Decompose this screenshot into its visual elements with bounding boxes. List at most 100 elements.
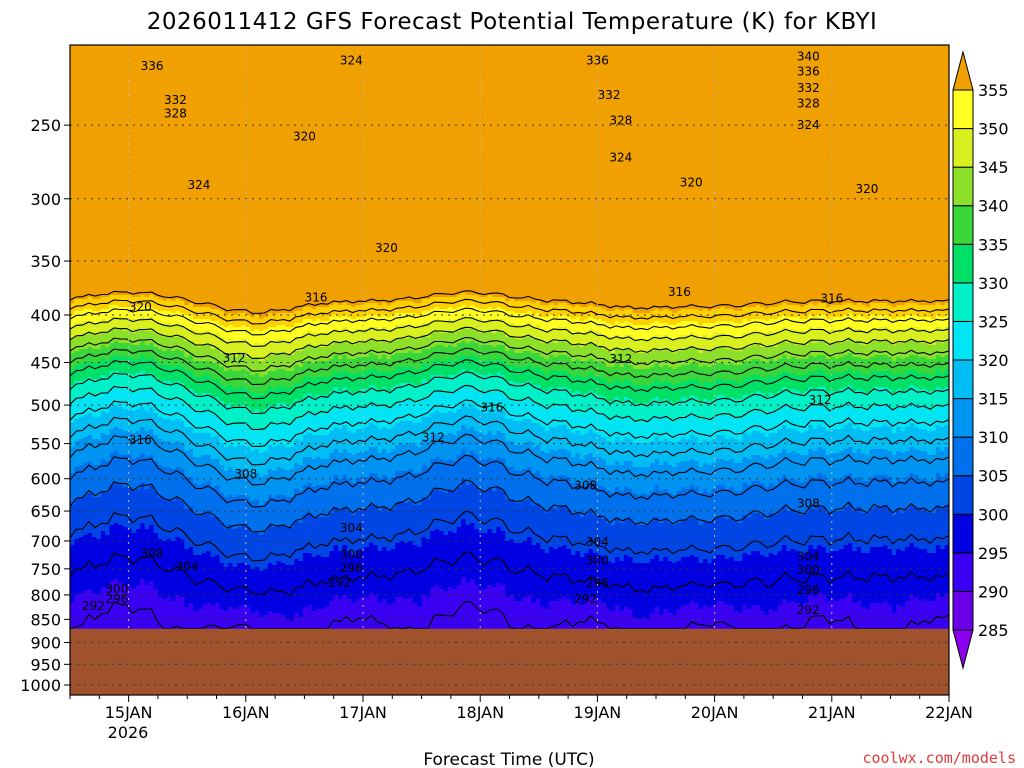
fill-cell <box>825 345 831 360</box>
fill-cell <box>294 613 300 630</box>
fill-cell <box>307 553 313 606</box>
fill-cell <box>698 45 704 312</box>
fill-cell <box>329 359 335 376</box>
fill-cell <box>241 605 247 630</box>
fill-cell <box>575 45 581 306</box>
fill-cell <box>87 533 93 590</box>
fill-cell <box>487 319 493 332</box>
fill-cell <box>430 321 436 334</box>
fill-cell <box>417 607 423 630</box>
fill-cell <box>680 557 686 606</box>
fill-cell <box>78 465 84 498</box>
fill-cell <box>935 473 941 506</box>
fill-cell <box>553 343 559 358</box>
fill-cell <box>70 303 75 316</box>
fill-cell <box>896 509 902 550</box>
fill-cell <box>162 365 168 382</box>
fill-cell <box>100 359 106 376</box>
fill-cell <box>395 325 401 340</box>
fill-cell <box>78 439 84 466</box>
fill-cell <box>166 441 172 468</box>
fill-cell <box>680 381 686 398</box>
fill-cell <box>522 501 528 542</box>
fill-cell <box>821 371 827 388</box>
contour-line <box>70 326 949 359</box>
fill-cell <box>197 485 203 516</box>
fill-cell <box>456 527 462 586</box>
fill-cell <box>685 489 691 520</box>
fill-cell <box>197 515 203 556</box>
fill-cell <box>377 409 383 430</box>
fill-cell <box>887 407 893 428</box>
fill-cell <box>487 307 493 320</box>
fill-cell <box>175 365 181 382</box>
fill-cell <box>478 459 484 492</box>
fill-cell <box>619 523 625 562</box>
fill-cell <box>201 331 207 346</box>
fill-cell <box>417 315 423 328</box>
fill-cell <box>250 393 256 412</box>
fill-cell <box>500 411 506 434</box>
fill-cell <box>184 389 190 408</box>
fill-cell <box>918 549 924 602</box>
fill-cell <box>228 467 234 496</box>
fill-cell <box>153 533 159 590</box>
fill-cell <box>201 345 207 362</box>
fill-cell <box>606 323 612 338</box>
fill-cell <box>606 491 612 524</box>
fill-cell <box>584 45 590 308</box>
fill-cell <box>861 409 867 432</box>
fill-cell <box>597 515 603 556</box>
fill-cell <box>773 361 779 378</box>
fill-cell <box>421 349 427 364</box>
fill-cell <box>153 361 159 378</box>
fill-cell <box>425 311 431 324</box>
fill-cell <box>135 373 141 392</box>
fill-cell <box>399 597 405 630</box>
fill-cell <box>760 45 765 308</box>
fill-cell <box>549 355 555 372</box>
fill-cell <box>228 403 234 424</box>
fill-cell <box>206 393 212 412</box>
fill-cell <box>733 491 739 522</box>
fill-cell <box>197 395 203 414</box>
fill-cell <box>852 329 858 344</box>
fill-cell <box>298 367 304 384</box>
fill-cell <box>676 337 682 352</box>
fill-cell <box>320 321 326 334</box>
fill-cell <box>324 321 330 334</box>
fill-cell <box>940 305 946 318</box>
fill-cell <box>689 333 695 348</box>
colorbar: 2852902953003053103153203253303353403453… <box>952 50 1009 670</box>
fill-cell <box>439 333 445 346</box>
fill-cell <box>338 409 344 430</box>
fill-cell <box>342 387 348 406</box>
fill-cell <box>267 341 273 356</box>
fill-cell <box>931 331 937 346</box>
fill-cell <box>421 379 427 398</box>
fill-cell <box>346 331 352 344</box>
fill-cell <box>140 329 146 342</box>
fill-cell <box>856 507 862 548</box>
fill-cell <box>491 393 497 414</box>
fill-cell <box>373 369 379 388</box>
fill-cell <box>197 555 203 610</box>
fill-cell <box>346 551 352 600</box>
contour-lines <box>70 290 949 630</box>
fill-cell <box>113 387 119 406</box>
fill-cell <box>738 491 744 524</box>
colorbar-swatch <box>952 205 974 245</box>
fill-cell <box>628 439 634 462</box>
fill-cell <box>210 45 216 310</box>
fill-cell <box>377 373 383 392</box>
fill-cell <box>531 603 537 630</box>
fill-cell <box>527 467 533 500</box>
fill-cell <box>658 367 664 384</box>
fill-cell <box>623 555 629 608</box>
fill-cell <box>707 523 713 564</box>
fill-cell <box>874 45 880 304</box>
fill-cell <box>764 347 770 364</box>
fill-cell <box>83 437 89 464</box>
fill-cell <box>636 423 642 444</box>
fill-cell <box>711 417 717 440</box>
